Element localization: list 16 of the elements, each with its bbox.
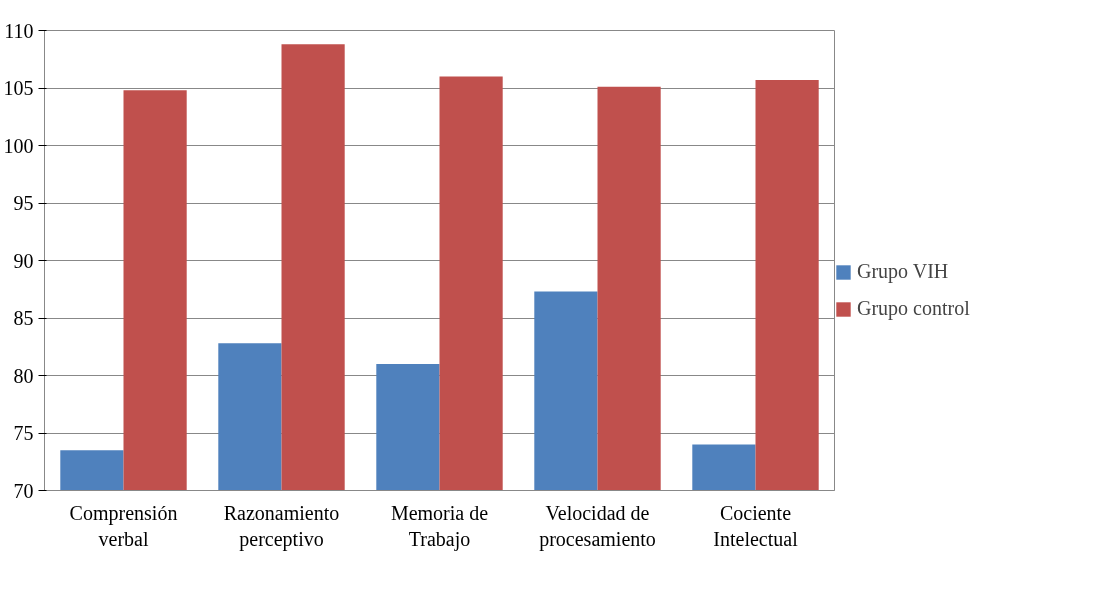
y-tick-label: 110 <box>4 19 34 42</box>
x-tick-label: Comprensión verbal <box>69 501 178 550</box>
x-tick-label: Velocidad de procesamiento <box>539 501 656 551</box>
x-tick-label: Memoria de Trabajo <box>390 501 489 551</box>
y-tick-label: 90 <box>13 249 34 272</box>
y-tick-label: 80 <box>13 364 34 387</box>
y-tick-label: 70 <box>13 479 34 502</box>
y-tick-label: 85 <box>13 307 34 329</box>
legend-label: Grupo VIH <box>857 260 949 283</box>
y-tick-label: 95 <box>13 192 34 214</box>
x-tick-label: Razonamiento perceptivo <box>223 501 340 551</box>
y-tick-label: 75 <box>13 422 34 444</box>
x-tick-label: Cociente Intelectual <box>713 501 799 550</box>
y-tick-label: 105 <box>3 77 34 99</box>
legend-label: Grupo control <box>857 297 970 320</box>
y-tick-label: 100 <box>3 134 34 157</box>
